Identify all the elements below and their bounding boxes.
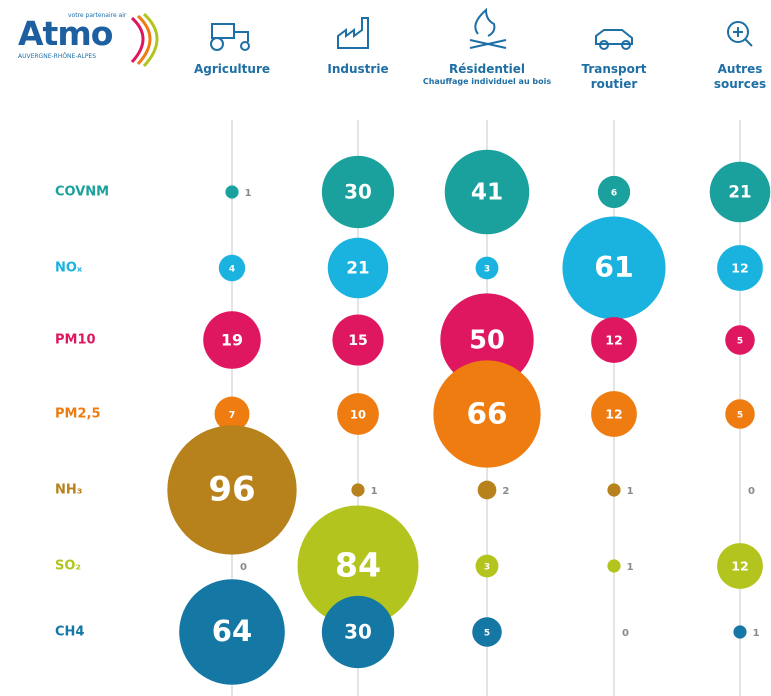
bubble <box>321 595 395 669</box>
data-label: 5 <box>737 411 743 421</box>
bubble <box>725 325 755 355</box>
data-label: 5 <box>484 629 490 639</box>
icons <box>210 7 753 51</box>
bubble <box>327 237 389 299</box>
icon-zoom <box>727 21 753 47</box>
category-label: Transport routier <box>581 62 647 91</box>
bubble <box>717 543 763 589</box>
data-label: 19 <box>221 331 243 350</box>
bubble <box>214 396 250 432</box>
bubble <box>167 425 297 555</box>
data-label: 3 <box>484 265 490 275</box>
data-label: 12 <box>731 559 748 574</box>
logo-tagline: votre partenaire air <box>68 12 127 19</box>
data-label: 1 <box>627 562 634 573</box>
column-header: Autres sources <box>675 62 771 92</box>
category-label: Résidentiel <box>448 62 525 76</box>
data-label: 1 <box>753 628 760 639</box>
logo-name: Atmo <box>18 14 113 53</box>
bubble <box>475 554 499 578</box>
category-subtitle: Chauffage individuel au bois <box>422 77 552 86</box>
data-label: 64 <box>212 614 252 648</box>
data-label: 0 <box>748 486 755 497</box>
row-label: PM10 <box>55 333 96 348</box>
data-label: 41 <box>471 179 503 206</box>
bubble <box>351 483 365 497</box>
category-label: Agriculture <box>193 62 270 76</box>
icon-factory <box>337 17 369 49</box>
bubble <box>709 161 771 223</box>
data-label: 5 <box>737 337 743 347</box>
bubble <box>477 480 497 500</box>
logo-arcs <box>130 12 159 68</box>
icon-tractor <box>210 23 250 51</box>
data-label: 84 <box>335 546 381 585</box>
column-header: Agriculture <box>167 62 297 77</box>
data-label: 3 <box>484 563 490 573</box>
data-label: 30 <box>344 621 372 644</box>
data-label: 1 <box>245 188 252 199</box>
data-label: 61 <box>594 251 633 284</box>
data-label: 96 <box>208 470 255 510</box>
bubble <box>607 559 621 573</box>
bubble <box>597 175 631 209</box>
icon-fire <box>469 7 507 49</box>
data-label: 12 <box>605 333 622 348</box>
data-label: 50 <box>469 326 505 356</box>
data-label: 1 <box>627 486 634 497</box>
bubble <box>444 149 530 235</box>
data-label: 21 <box>346 259 369 278</box>
row-label: NOₓ <box>55 261 83 276</box>
data-label: 12 <box>731 261 748 276</box>
bubble <box>591 391 637 437</box>
bubble <box>562 216 666 320</box>
column-header: Transport routier <box>549 62 679 92</box>
data-label: 6 <box>611 189 617 199</box>
data-label: 1 <box>371 486 378 497</box>
bubble <box>218 254 246 282</box>
bubble <box>203 311 261 369</box>
bubble <box>332 314 384 366</box>
bubble <box>591 317 637 363</box>
bubble <box>475 256 499 280</box>
data-label: 21 <box>728 183 751 202</box>
bubble <box>472 617 502 647</box>
bubble <box>179 579 285 685</box>
data-label: 2 <box>502 486 509 497</box>
row-label: PM2,5 <box>55 407 101 422</box>
data-label: 7 <box>229 410 236 421</box>
row-label: COVNM <box>55 185 109 200</box>
row-label: NH₃ <box>55 483 82 498</box>
bubble <box>725 399 755 429</box>
data-label: 0 <box>240 562 247 573</box>
category-label: Autres sources <box>713 62 767 91</box>
data-label: 12 <box>605 407 622 422</box>
bubble <box>321 155 395 229</box>
logo: votre partenaire air Atmo AUVERGNE-RHÔNE… <box>14 10 164 70</box>
data-label: 15 <box>348 333 368 349</box>
row-label: CH4 <box>55 625 84 640</box>
bubble <box>225 185 239 199</box>
data-label: 0 <box>622 628 629 639</box>
bubble <box>433 360 541 468</box>
data-label: 66 <box>466 397 507 431</box>
bubble <box>607 483 621 497</box>
bubble <box>297 505 419 627</box>
logo-region: AUVERGNE-RHÔNE-ALPES <box>18 53 97 60</box>
bubble <box>337 393 379 435</box>
row-label: SO₂ <box>55 559 81 574</box>
column-header: Résidentiel Chauffage individuel au bois <box>422 62 552 87</box>
column-header: Industrie <box>293 62 423 77</box>
icon-car <box>595 29 633 50</box>
category-label: Industrie <box>327 62 389 76</box>
data-label: 10 <box>350 408 366 422</box>
data-label: 4 <box>229 265 235 275</box>
bubble <box>440 293 534 387</box>
bubble <box>717 245 763 291</box>
data-label: 30 <box>344 181 372 204</box>
bubble <box>733 625 747 639</box>
